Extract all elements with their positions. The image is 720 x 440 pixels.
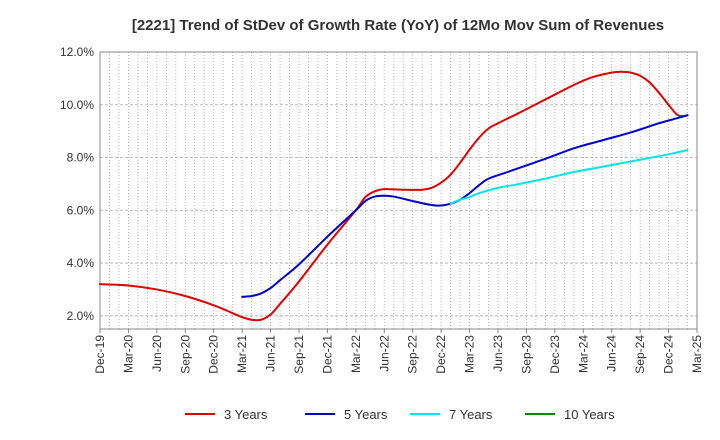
x-tick-label: Dec-22 [434, 335, 448, 374]
legend-item-7-years: 7 Years [410, 407, 493, 422]
x-tick-label: Dec-24 [662, 335, 676, 374]
series-lines [99, 70, 689, 322]
x-tick-label: Mar-22 [349, 335, 363, 373]
legend-item-10-years: 10 Years [525, 407, 615, 422]
x-tick-label: Sep-21 [292, 335, 306, 374]
y-tick-label: 4.0% [67, 256, 95, 270]
legend-item-5-years: 5 Years [305, 407, 388, 422]
x-tick-label: Jun-24 [605, 335, 619, 372]
chart-title: [2221] Trend of StDev of Growth Rate (Yo… [132, 17, 664, 34]
series-line-7-years [449, 149, 689, 205]
y-axis: 2.0% 4.0% 6.0% 8.0% 10.0% 12.0% [60, 45, 94, 323]
x-tick-label: Sep-20 [178, 335, 192, 374]
x-tick-label: Mar-20 [121, 335, 135, 373]
x-tick-label: Jun-23 [491, 335, 505, 372]
x-tick-label: Mar-24 [576, 335, 590, 373]
x-axis: Dec-19 Mar-20 Jun-20 Sep-20 Dec-20 Mar-21 Jun-… [93, 329, 704, 374]
x-tick-label: Jun-22 [377, 335, 391, 372]
x-tick-label: Dec-21 [320, 335, 334, 374]
x-tick-label: Jun-21 [264, 335, 278, 372]
y-tick-label: 12.0% [60, 45, 94, 59]
series-line-3-years [99, 70, 689, 322]
x-tick-label: Sep-24 [633, 335, 647, 374]
legend: 3 Years 5 Years 7 Years 10 Years [185, 407, 615, 422]
y-tick-label: 6.0% [67, 203, 95, 217]
plot-area [99, 51, 698, 330]
y-tick-label: 2.0% [67, 309, 95, 323]
legend-label: 5 Years [344, 407, 388, 422]
x-tick-label: Mar-21 [235, 335, 249, 373]
x-tick-label: Dec-20 [207, 335, 221, 374]
x-tick-label: Mar-25 [690, 335, 704, 373]
x-tick-label: Dec-23 [548, 335, 562, 374]
y-tick-label: 10.0% [60, 98, 94, 112]
x-tick-label: Dec-19 [93, 335, 107, 374]
series-line-5-years [241, 114, 689, 298]
legend-label: 3 Years [224, 407, 268, 422]
legend-label: 7 Years [449, 407, 493, 422]
x-tick-label: Sep-22 [406, 335, 420, 374]
x-tick-label: Mar-23 [463, 335, 477, 373]
legend-item-3-years: 3 Years [185, 407, 268, 422]
y-tick-label: 8.0% [67, 151, 95, 165]
x-tick-label: Jun-20 [150, 335, 164, 372]
legend-label: 10 Years [564, 407, 615, 422]
x-tick-label: Sep-23 [519, 335, 533, 374]
